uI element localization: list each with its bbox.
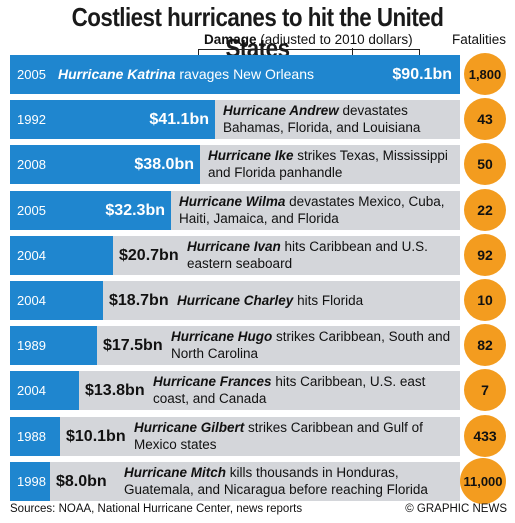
fatalities-circle: 43 xyxy=(464,98,506,140)
year-label: 2004 xyxy=(17,293,46,308)
hurricane-name: Hurricane Ivan xyxy=(187,239,281,254)
year-label: 2008 xyxy=(17,157,46,172)
source-note: Sources: NOAA, National Hurricane Center… xyxy=(10,503,303,515)
damage-bar xyxy=(10,417,60,456)
hurricane-description: Hurricane Mitch kills thousands in Hondu… xyxy=(124,464,456,498)
damage-bar xyxy=(10,145,200,184)
bar-row: 1992 $41.1bn Hurricane Andrew devastates B… xyxy=(10,100,460,139)
hurricane-name: Hurricane Hugo xyxy=(171,329,273,344)
damage-label-rest: (adjusted to 2010 dollars) xyxy=(256,32,413,47)
fatalities-circle: 7 xyxy=(464,369,506,411)
hurricane-name: Hurricane Mitch xyxy=(124,465,227,480)
hurricane-impact: devastates Mexico, Cuba, Haiti, Jamaica,… xyxy=(179,194,445,226)
damage-bracket xyxy=(198,49,420,57)
damage-value-label: $20.7bn xyxy=(119,247,179,264)
year-label: 1998 xyxy=(17,474,46,489)
hurricane-name: Hurricane Charley xyxy=(177,293,294,308)
damage-value-label: $8.0bn xyxy=(56,473,107,490)
damage-value-label: $18.7bn xyxy=(109,292,169,309)
damage-bar xyxy=(10,191,171,230)
hurricane-description: Hurricane Ivan hits Caribbean and U.S. e… xyxy=(187,238,456,272)
chart-title: Costliest hurricanes to hit the United S… xyxy=(71,2,444,63)
hurricane-description: Hurricane Hugo strikes Caribbean, South … xyxy=(171,328,456,362)
bar-row: 1998 $8.0bn Hurricane Mitch kills thousand… xyxy=(10,462,460,501)
hurricane-name: Hurricane Andrew xyxy=(223,103,339,118)
damage-bar xyxy=(10,371,79,410)
damage-bar xyxy=(10,100,215,139)
bar-row: 2004 $20.7bn Hurricane Ivan hits Caribbean… xyxy=(10,236,460,275)
hurricane-impact: strikes Texas, Mississippi and Florida p… xyxy=(208,148,448,180)
damage-value-label: $41.1bn xyxy=(149,111,209,128)
bar-row: 1988 $10.1bn Hurricane Gilbert strikes Car… xyxy=(10,417,460,456)
year-label: 1988 xyxy=(17,429,46,444)
damage-value-label: $90.1bn xyxy=(392,66,452,83)
damage-axis-label: Damage (adjusted to 2010 dollars) xyxy=(204,32,413,47)
hurricane-description: Hurricane Andrew devastates Bahamas, Flo… xyxy=(223,102,456,136)
year-label: 2004 xyxy=(17,383,46,398)
hurricane-description: Hurricane Gilbert strikes Caribbean and … xyxy=(134,419,456,453)
hurricane-name: Hurricane Wilma xyxy=(179,194,286,209)
hurricane-impact: hits Florida xyxy=(293,293,364,308)
fatalities-circle: 92 xyxy=(464,234,506,276)
fatalities-label: Fatalities xyxy=(452,32,507,47)
damage-bar xyxy=(10,281,103,320)
fatalities-circle: 22 xyxy=(464,189,506,231)
damage-bar xyxy=(10,326,97,365)
hurricane-description: Hurricane Charley hits Florida xyxy=(177,281,456,320)
fatalities-circle: 11,000 xyxy=(460,458,506,504)
fatalities-circle: 1,800 xyxy=(464,53,506,95)
hurricane-impact: devastates Bahamas, Florida, and Louisia… xyxy=(223,103,421,135)
bar-row: 2005 $90.1bn Hurricane Katrina ravages New… xyxy=(10,55,460,94)
hurricane-impact: strikes Caribbean and Gulf of Mexico sta… xyxy=(134,420,423,452)
hurricane-description: Hurricane Wilma devastates Mexico, Cuba,… xyxy=(179,193,456,227)
damage-label-bold: Damage xyxy=(204,32,257,47)
fatalities-circle: 433 xyxy=(464,415,506,457)
year-label: 2005 xyxy=(17,67,46,82)
damage-value-label: $13.8bn xyxy=(85,382,145,399)
fatalities-circle: 10 xyxy=(464,279,506,321)
fatalities-circle: 82 xyxy=(464,324,506,366)
hurricane-name: Hurricane Katrina xyxy=(58,66,176,82)
hurricane-impact: hits Caribbean and U.S. eastern seaboard xyxy=(187,239,428,271)
damage-bar xyxy=(10,236,113,275)
bar-row: 2004 $18.7bn Hurricane Charley hits Florid… xyxy=(10,281,460,320)
year-label: 1992 xyxy=(17,112,46,127)
damage-value-label: $38.0bn xyxy=(134,156,194,173)
year-label: 2005 xyxy=(17,203,46,218)
hurricane-name: Hurricane Frances xyxy=(153,374,272,389)
bar-row: 2004 $13.8bn Hurricane Frances hits Caribb… xyxy=(10,371,460,410)
hurricane-name: Hurricane Gilbert xyxy=(134,420,245,435)
fatalities-circle: 50 xyxy=(464,143,506,185)
hurricane-impact: kills thousands in Honduras, Guatemala, … xyxy=(124,465,428,497)
year-label: 2004 xyxy=(17,248,46,263)
bar-row: 2005 $32.3bn Hurricane Wilma devastates Me… xyxy=(10,191,460,230)
bar-row: 2008 $38.0bn Hurricane Ike strikes Texas, … xyxy=(10,145,460,184)
bar-row: 1989 $17.5bn Hurricane Hugo strikes Caribb… xyxy=(10,326,460,365)
hurricane-impact: ravages New Orleans xyxy=(175,66,314,82)
damage-bar xyxy=(10,55,460,94)
damage-value-label: $10.1bn xyxy=(66,428,126,445)
hurricane-description: Hurricane Ike strikes Texas, Mississippi… xyxy=(208,147,456,181)
hurricane-impact: strikes Caribbean, South and North Carol… xyxy=(171,329,451,361)
hurricane-description: Hurricane Katrina ravages New Orleans xyxy=(58,55,314,94)
damage-bar xyxy=(10,462,50,501)
damage-value-label: $17.5bn xyxy=(103,337,163,354)
hurricane-description: Hurricane Frances hits Caribbean, U.S. e… xyxy=(153,373,456,407)
hurricane-name: Hurricane Ike xyxy=(208,148,294,163)
damage-value-label: $32.3bn xyxy=(105,202,165,219)
year-label: 1989 xyxy=(17,338,46,353)
hurricane-impact: hits Caribbean, U.S. east coast, and Can… xyxy=(153,374,426,406)
credit-note: © GRAPHIC NEWS xyxy=(405,503,507,515)
